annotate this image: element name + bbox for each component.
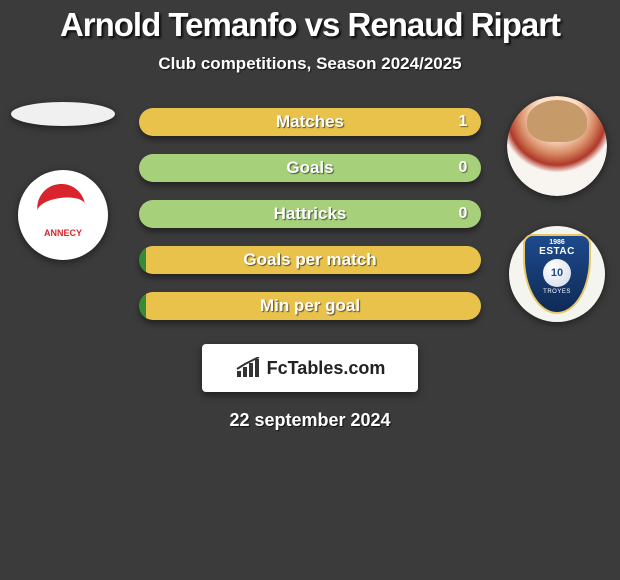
stat-label: Hattricks [274,204,347,224]
stat-right-value: 0 [451,154,475,182]
stats-panel: Matches 1 Goals 0 Hattricks 0 Goals per match M… [139,96,481,320]
estac-shield-icon: 1986 ESTAC 10 TROYES [523,234,591,314]
stat-left-value [145,200,169,228]
club-name: ESTAC [539,246,575,257]
stat-right-value [451,292,475,320]
club-number: 10 [551,267,563,279]
brand-box: FcTables.com [202,344,418,392]
club-year: 1986 [549,239,565,246]
stat-left-value [145,108,169,136]
content-area: ANNECY 1986 ESTAC 10 TROYES Matches 1 Goal… [0,96,620,320]
brand-chart-icon [235,357,261,379]
stat-right-value: 1 [451,108,475,136]
stat-left-value [145,154,169,182]
stat-right-value: 0 [451,200,475,228]
stat-row: Goals 0 [139,154,481,182]
club-city: TROYES [543,289,571,295]
stat-left-value [145,246,169,274]
stat-label: Min per goal [260,296,360,316]
date-label: 22 september 2024 [0,410,620,431]
player-right-club-badge: 1986 ESTAC 10 TROYES [509,226,605,322]
player-left-club-badge: ANNECY [18,170,108,260]
stat-label: Goals per match [243,250,376,270]
stat-label: Goals [286,158,333,178]
stat-row: Goals per match [139,246,481,274]
annecy-swoosh-icon [34,181,86,217]
player-right-photo [507,96,607,196]
stat-label: Matches [276,112,344,132]
left-player-column: ANNECY [8,96,118,260]
stat-row: Matches 1 [139,108,481,136]
brand-text: FcTables.com [267,358,386,379]
stat-row: Min per goal [139,292,481,320]
stat-left-value [145,292,169,320]
stat-row: Hattricks 0 [139,200,481,228]
page-subtitle: Club competitions, Season 2024/2025 [0,54,620,74]
page-title: Arnold Temanfo vs Renaud Ripart [0,0,620,44]
player-left-club-label: ANNECY [44,228,82,238]
player-left-photo [11,102,115,126]
ball-icon: 10 [543,259,571,287]
right-player-column: 1986 ESTAC 10 TROYES [502,96,612,322]
stat-right-value [451,246,475,274]
